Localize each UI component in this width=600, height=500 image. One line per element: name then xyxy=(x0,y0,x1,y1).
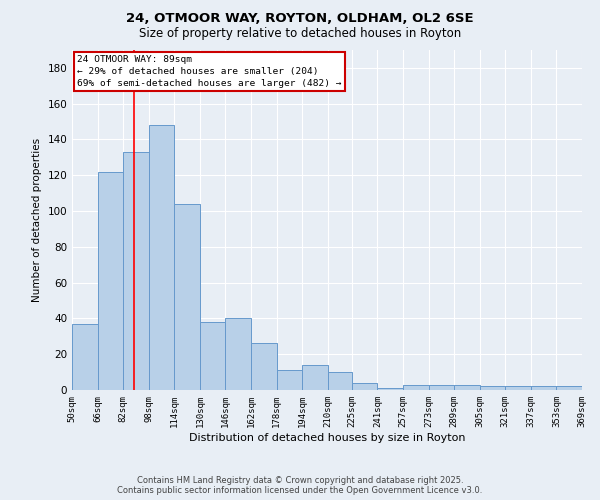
Bar xyxy=(428,384,454,390)
Bar xyxy=(72,324,98,390)
Bar xyxy=(226,318,251,390)
Text: Size of property relative to detached houses in Royton: Size of property relative to detached ho… xyxy=(139,28,461,40)
Bar xyxy=(98,172,123,390)
Bar xyxy=(556,386,582,390)
Bar xyxy=(175,204,200,390)
Bar xyxy=(352,383,377,390)
Bar xyxy=(505,386,531,390)
Text: 24 OTMOOR WAY: 89sqm
← 29% of detached houses are smaller (204)
69% of semi-deta: 24 OTMOOR WAY: 89sqm ← 29% of detached h… xyxy=(77,55,341,88)
Bar xyxy=(479,386,505,390)
Text: 24, OTMOOR WAY, ROYTON, OLDHAM, OL2 6SE: 24, OTMOOR WAY, ROYTON, OLDHAM, OL2 6SE xyxy=(126,12,474,26)
Text: Contains HM Land Registry data © Crown copyright and database right 2025.
Contai: Contains HM Land Registry data © Crown c… xyxy=(118,476,482,495)
Bar xyxy=(377,388,403,390)
Bar xyxy=(200,322,226,390)
Bar xyxy=(302,365,328,390)
Bar xyxy=(123,152,149,390)
X-axis label: Distribution of detached houses by size in Royton: Distribution of detached houses by size … xyxy=(189,432,465,442)
Bar xyxy=(531,386,556,390)
Y-axis label: Number of detached properties: Number of detached properties xyxy=(32,138,42,302)
Bar xyxy=(149,125,175,390)
Bar xyxy=(251,344,277,390)
Bar xyxy=(328,372,352,390)
Bar xyxy=(454,384,479,390)
Bar xyxy=(403,384,428,390)
Bar xyxy=(277,370,302,390)
